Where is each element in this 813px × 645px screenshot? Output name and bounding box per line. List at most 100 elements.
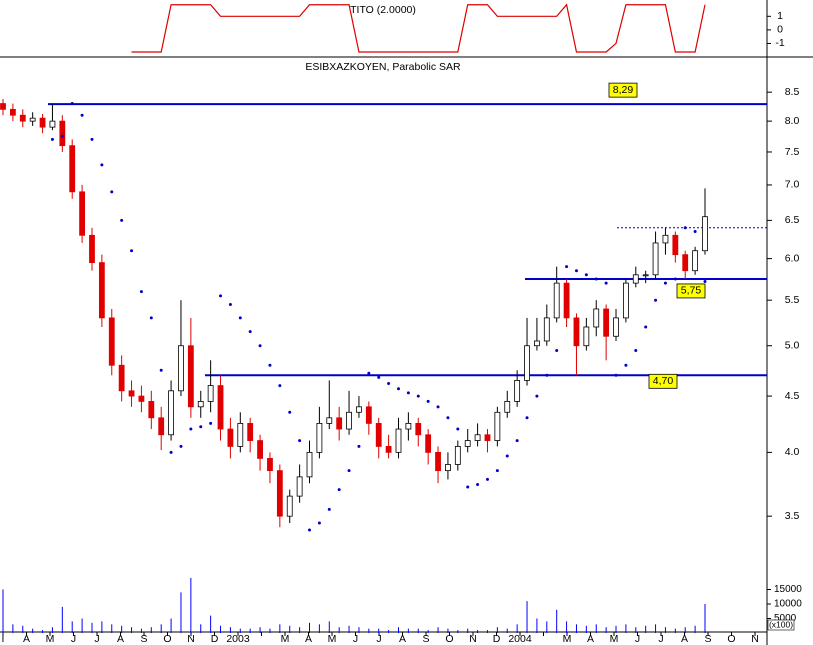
candle-body <box>158 417 165 436</box>
sar-dot <box>693 230 697 234</box>
candle-body <box>187 345 194 408</box>
x-tick-label: J <box>658 633 663 645</box>
sar-dot <box>298 439 302 443</box>
candle-body <box>652 242 659 276</box>
candle-body <box>494 411 501 441</box>
y-tick-label: 7.0 <box>785 179 800 191</box>
sar-dot <box>60 134 64 138</box>
level-label: 5,75 <box>681 285 702 297</box>
sar-dot <box>327 507 331 511</box>
sar-dot <box>466 485 470 489</box>
y-tick-label: -1 <box>775 37 784 49</box>
sar-dot <box>505 454 509 458</box>
x-tick-label: I <box>2 633 5 645</box>
sar-dot <box>476 482 480 486</box>
sar-dot <box>426 399 430 403</box>
sar-dot <box>624 363 628 367</box>
candle-body <box>553 282 560 319</box>
sar-dot <box>169 450 173 454</box>
candle-body <box>128 390 135 397</box>
x-tick-label: A <box>305 633 312 645</box>
sar-dot <box>228 303 232 307</box>
level-label-box <box>608 82 638 98</box>
sar-dot <box>377 375 381 379</box>
candle-body <box>326 417 333 424</box>
sar-dot <box>179 444 183 448</box>
y-tick-label: 5.0 <box>785 340 800 352</box>
candle-body <box>19 114 26 122</box>
x-tick-label: J <box>353 633 358 645</box>
x-tick-label: M <box>610 633 619 645</box>
sar-dot <box>555 349 559 353</box>
candle-body <box>534 340 540 347</box>
sar-dot <box>574 269 578 273</box>
volume-tick-label: 10000 <box>774 599 802 610</box>
level-label: 8,29 <box>613 84 634 96</box>
x-tick-label: O <box>727 633 735 645</box>
sar-dot <box>130 249 134 253</box>
candle-body <box>286 495 293 517</box>
sar-dot <box>258 344 262 348</box>
candle-body <box>623 282 629 319</box>
volume-unit: (x100) <box>769 619 793 629</box>
y-tick-label: 1 <box>777 10 783 22</box>
y-tick-label: 8.0 <box>785 115 800 127</box>
candle-body <box>613 317 619 337</box>
candle-body <box>573 317 580 347</box>
candle-body <box>504 401 511 413</box>
candle-body <box>29 117 36 122</box>
candle-body <box>98 262 105 319</box>
candle-body <box>375 422 382 447</box>
sar-dot <box>90 137 94 141</box>
candle-body <box>445 464 451 472</box>
indicator-line <box>131 3 706 53</box>
sar-dot <box>456 427 460 431</box>
candle-body <box>702 216 708 252</box>
sar-dot <box>436 405 440 409</box>
candle-body <box>454 446 461 465</box>
candle-body <box>356 406 362 413</box>
sar-dot <box>614 373 618 377</box>
x-tick-label: M <box>328 633 337 645</box>
sar-dot <box>654 298 658 302</box>
sar-dot <box>703 279 707 283</box>
sar-dot <box>268 363 272 367</box>
x-tick-label: S <box>422 633 429 645</box>
candle-body <box>662 234 669 244</box>
x-tick-label: 2003 <box>226 633 250 645</box>
candle-body <box>543 317 550 342</box>
candle-body <box>59 120 66 147</box>
candle-body <box>9 108 16 116</box>
candle-body <box>227 428 234 447</box>
x-tick-label: J <box>376 633 381 645</box>
x-tick-label: O <box>445 633 453 645</box>
sar-dot <box>416 394 420 398</box>
sar-dot <box>149 316 153 320</box>
sar-dot <box>308 528 312 532</box>
candle-body <box>267 457 273 472</box>
y-tick-label: 4.5 <box>785 390 800 402</box>
sar-dot <box>288 410 292 414</box>
candle-body <box>306 451 313 478</box>
sar-dot <box>545 373 549 377</box>
candle-body <box>89 234 95 264</box>
candle-body <box>138 395 145 402</box>
sar-dot <box>50 137 54 141</box>
y-tick-label: 4.0 <box>785 446 800 458</box>
candle-body <box>514 380 521 402</box>
sar-dot <box>663 281 667 285</box>
sar-dot <box>406 391 410 395</box>
candle-body <box>415 422 422 436</box>
sar-dot <box>209 421 213 425</box>
level-label-box <box>648 373 678 389</box>
sar-dot <box>594 277 598 281</box>
candle-body <box>484 434 491 441</box>
candle-body <box>148 401 155 419</box>
x-tick-label: D <box>493 633 501 645</box>
candle-body <box>583 326 590 347</box>
y-tick-label: 8.5 <box>785 86 800 98</box>
candle-body <box>632 274 639 284</box>
sar-dot <box>80 113 84 117</box>
candle-body <box>49 120 56 128</box>
